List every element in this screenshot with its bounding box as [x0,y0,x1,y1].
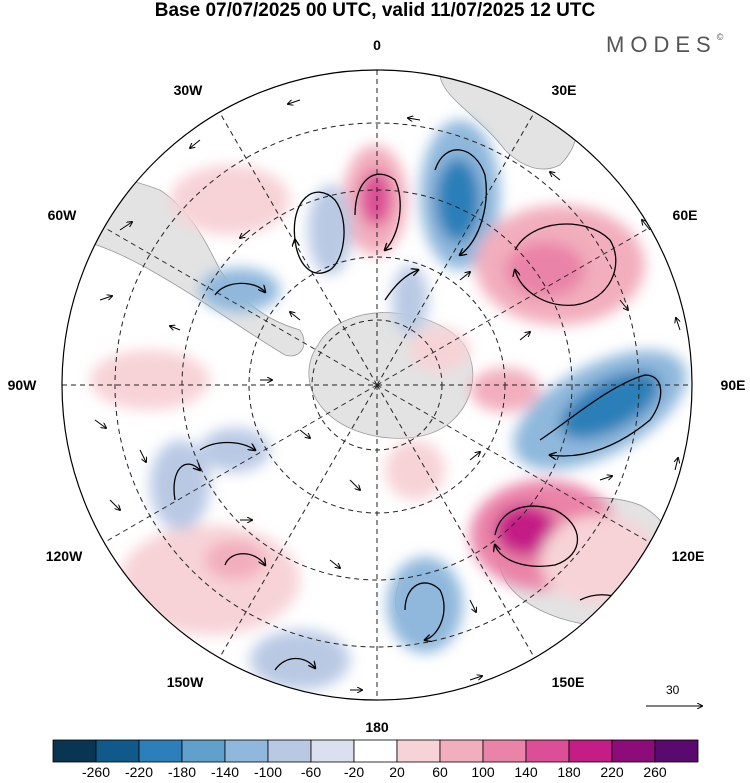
colorbar-swatch [353,739,398,763]
lon-label-0: 0 [373,37,381,53]
colorbar-swatch [138,739,183,763]
colorbar-tick-label: 220 [600,764,624,780]
colorbar-tick-label: 140 [514,764,538,780]
lon-label-90e: 90E [720,377,746,393]
lon-label-60e: 60E [672,207,698,223]
map-disk [62,70,692,700]
colorbar-tick-label: -180 [167,764,197,780]
colorbar-swatch [482,739,527,763]
colorbar-tick-label: 260 [643,764,667,780]
colorbar-tick-label: -140 [210,764,240,780]
colorbar-swatch [611,739,656,763]
lon-label-150w: 150W [166,674,204,690]
lon-label-30w: 30W [173,82,203,98]
modes-logo: MODES© [606,32,724,57]
colorbar-tick-label: -100 [253,764,283,780]
colorbar-tick-label: 20 [389,764,405,780]
colorbar-tick-label: -60 [300,764,322,780]
lon-label-60w: 60W [47,207,77,223]
colorbar-tick-label: 100 [471,764,495,780]
reference-vector-label: 30 [666,683,680,697]
colorbar-swatch [181,739,226,763]
colorbar-tick-label: -220 [124,764,154,780]
lon-label-150e: 150E [551,674,585,690]
colorbar-swatch [396,739,441,763]
colorbar-tick-label: 180 [557,764,581,780]
colorbar-swatch [568,739,613,763]
lon-label-30e: 30E [551,82,577,98]
map-title: Base 07/07/2025 00 UTC, valid 11/07/2025… [154,0,596,21]
colorbar-swatch [310,739,355,763]
colorbar-swatch [525,739,570,763]
lon-label-120w: 120W [45,548,83,564]
lon-label-180: 180 [365,719,389,735]
colorbar-swatch [654,739,699,763]
graticule [62,70,692,700]
lon-label-120e: 120E [671,548,705,564]
colorbar-tick-label: -20 [343,764,365,780]
streamlines [173,149,662,671]
colorbar-swatch [95,739,140,763]
map-boundary [61,69,693,701]
colorbar-swatch [439,739,484,763]
colorbar-swatch [52,739,97,763]
colorbar-labels: -260 -220 -180 -140 -100 -60 -20 20 60 100 140 180 2… [0,764,750,783]
colorbar-swatch [224,739,269,763]
colorbar [52,739,699,763]
colorbar-tick-label: 60 [432,764,448,780]
colorbar-swatch [267,739,312,763]
colorbar-tick-label: -260 [81,764,111,780]
anomaly-shading [90,120,687,690]
lon-label-90w: 90W [7,377,37,393]
